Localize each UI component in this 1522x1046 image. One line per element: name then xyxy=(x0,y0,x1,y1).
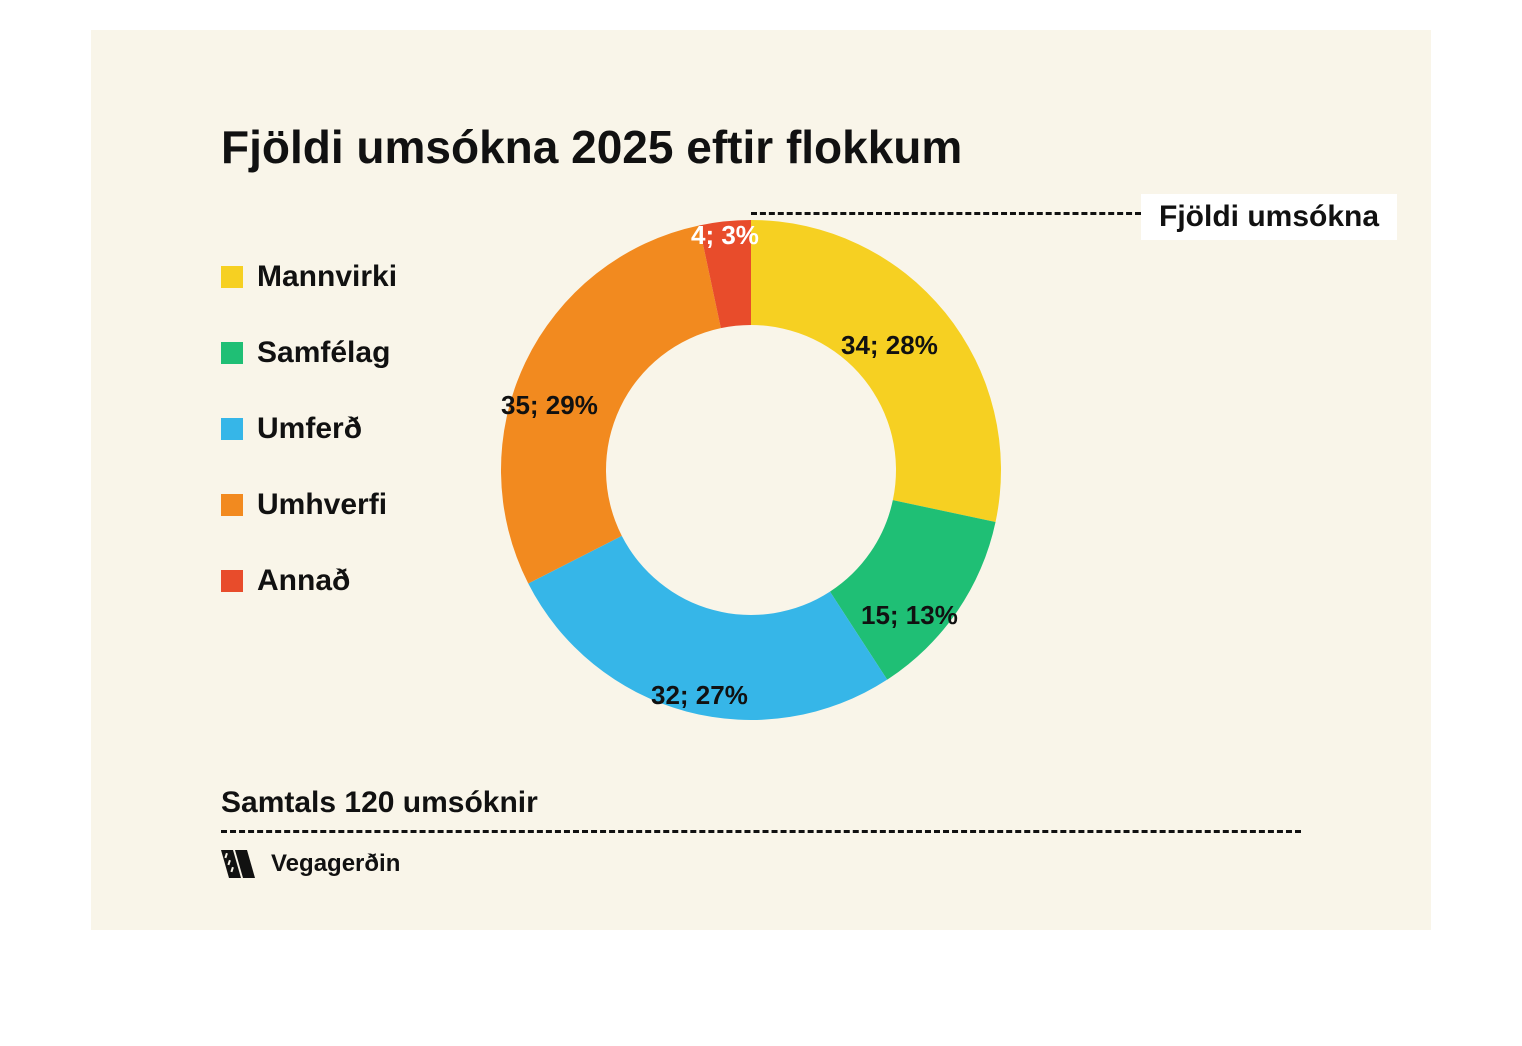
legend-swatch xyxy=(221,266,243,288)
chart-canvas: Fjöldi umsókna 2025 eftir flokkum Mannvi… xyxy=(91,30,1431,930)
vegagerdin-icon xyxy=(221,850,261,878)
legend-swatch xyxy=(221,494,243,516)
legend-item: Umferð xyxy=(221,412,397,446)
legend-swatch xyxy=(221,418,243,440)
footer-dashed-line xyxy=(221,830,1301,833)
legend-item: Annað xyxy=(221,564,397,598)
slice-label: 35; 29% xyxy=(501,390,598,421)
donut-svg xyxy=(481,200,1021,740)
brand-text: Vegagerðin xyxy=(271,850,400,878)
legend-label: Umhverfi xyxy=(257,488,387,522)
callout-dashed-line xyxy=(751,212,1141,215)
slice-label: 34; 28% xyxy=(841,330,938,361)
legend-item: Samfélag xyxy=(221,336,397,370)
legend-swatch xyxy=(221,570,243,592)
legend-item: Umhverfi xyxy=(221,488,397,522)
donut-slice xyxy=(751,220,1001,522)
legend-label: Umferð xyxy=(257,412,362,446)
series-name-box: Fjöldi umsókna xyxy=(1141,194,1397,240)
slice-label: 4; 3% xyxy=(691,220,759,251)
slice-label: 32; 27% xyxy=(651,680,748,711)
legend-item: Mannvirki xyxy=(221,260,397,294)
legend: Mannvirki Samfélag Umferð Umhverfi Annað xyxy=(221,260,397,640)
legend-label: Mannvirki xyxy=(257,260,397,294)
chart-title: Fjöldi umsókna 2025 eftir flokkum xyxy=(221,120,962,174)
slice-label: 15; 13% xyxy=(861,600,958,631)
legend-label: Samfélag xyxy=(257,336,390,370)
donut-chart: Fjöldi umsókna 34; 28%15; 13%32; 27%35; … xyxy=(481,200,1021,740)
legend-swatch xyxy=(221,342,243,364)
legend-label: Annað xyxy=(257,564,350,598)
brand-logo: Vegagerðin xyxy=(221,850,400,878)
total-text: Samtals 120 umsóknir xyxy=(221,786,538,820)
